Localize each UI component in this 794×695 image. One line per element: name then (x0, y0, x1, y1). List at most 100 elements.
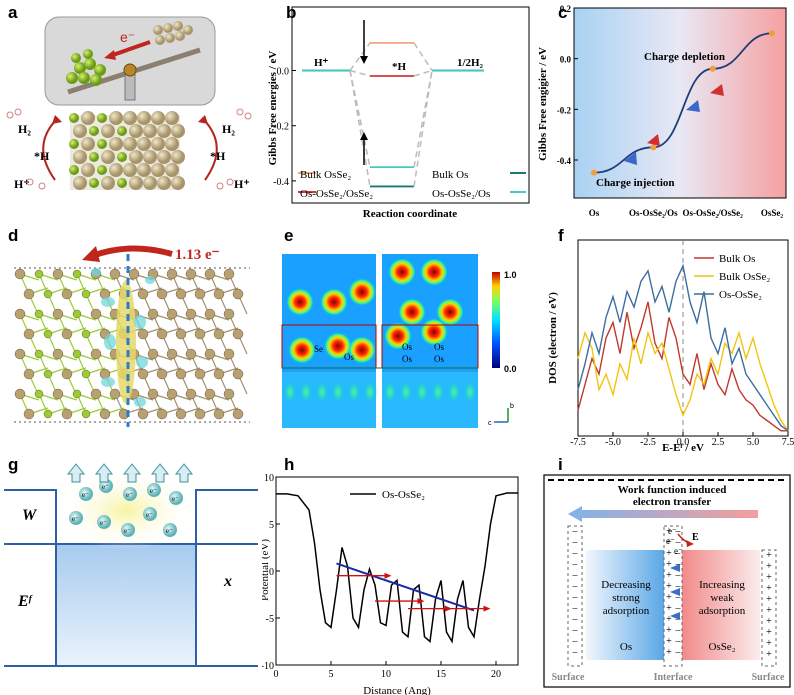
panel-label-h: h (284, 455, 295, 474)
slab-atom (89, 178, 99, 188)
charge-density-lobe (330, 378, 346, 406)
os-label: Os (620, 641, 632, 653)
positive-sign: + (766, 583, 772, 594)
panel-label-e: e (284, 226, 294, 245)
slab-atom (101, 176, 115, 190)
electron-label: e⁻ (150, 487, 157, 495)
axis-c-label: c (488, 420, 492, 427)
lattice-atom (14, 308, 26, 320)
negative-sign: – (572, 570, 579, 581)
slab-atom (89, 126, 99, 136)
lattice-atom (223, 308, 235, 320)
charge-density-peak (420, 258, 448, 286)
lattice-atom (204, 308, 216, 320)
panel-b-ytick-label: 0.0 (277, 66, 290, 77)
electron-label: e⁻ (124, 527, 131, 535)
potential-well (4, 489, 258, 667)
lattice-atom (43, 289, 53, 299)
interface-electron-3: e⁻ (674, 546, 683, 556)
panel-b-xlabel: Reaction coordinate (363, 208, 458, 220)
potential-trend-line (336, 562, 475, 612)
os-label-right-3: Os (402, 354, 412, 364)
slab-atom (109, 137, 123, 151)
panel-h-ytick-label: 5 (269, 520, 274, 531)
negative-sign: – (572, 537, 579, 548)
electron (143, 507, 157, 521)
lattice-atom (194, 368, 206, 380)
lattice-atom (81, 289, 91, 299)
electron (79, 487, 93, 501)
lattice-atom (34, 349, 44, 359)
negative-sign: – (675, 548, 682, 559)
axis-b-label: b (510, 403, 514, 410)
positive-sign: + (666, 537, 672, 548)
charge-density-lobe (382, 378, 398, 406)
lattice-atom (223, 348, 235, 360)
lattice-atom (194, 408, 206, 420)
positive-sign: + (766, 605, 772, 616)
slab-atom (165, 163, 179, 177)
negative-sign: – (675, 537, 682, 548)
slab-atom (157, 176, 171, 190)
lattice-atom (213, 368, 225, 380)
positive-sign: + (766, 572, 772, 583)
positive-sign: + (666, 570, 672, 581)
panel-b-ytick-label: -0.4 (273, 177, 289, 188)
charge-depletion-label: Charge depletion (644, 51, 725, 63)
level-connector (349, 69, 371, 77)
slab-atom (129, 176, 143, 190)
slab-atom (81, 111, 95, 125)
positive-sign: + (666, 526, 672, 537)
slab-atom (143, 176, 157, 190)
panel-f-legend: Bulk Os Bulk OsSe₂ Os-OsSe₂ (694, 253, 770, 301)
panel-label-c: c (558, 3, 568, 22)
lattice-atom (166, 268, 178, 280)
electron (69, 511, 83, 525)
panel-h-chart: Potential (eV) 0 5 10 15 20 10 5 0 -5 -10 Os-OsSe… (262, 473, 519, 695)
panel-c-xtick-label: OsSe₂ (761, 208, 784, 218)
legend-bulk-os-f: Bulk Os (719, 253, 755, 265)
os-region (586, 550, 664, 660)
electron-label: e⁻ (126, 491, 133, 499)
electron-label: e⁻ (120, 29, 135, 45)
panel-c-curve (593, 32, 773, 174)
negative-sign: – (675, 526, 682, 537)
panel-c-ytick-label: 0.2 (560, 4, 572, 14)
lattice-atom (137, 408, 149, 420)
panel-f-xtick-label: 5.0 (747, 437, 760, 448)
charge-density-peak (388, 258, 416, 286)
charge-density-peak (436, 298, 464, 326)
lattice-atom (223, 388, 235, 400)
lattice-atom (34, 309, 44, 319)
electron-label: e⁻ (100, 519, 107, 527)
positive-sign: + (666, 559, 672, 570)
level-connector (349, 42, 371, 71)
panel-h-ylabel: Potential (eV) (262, 539, 271, 601)
charge-density-lobe (446, 378, 462, 406)
slab-atom (157, 124, 171, 138)
left-text-2: strong (612, 592, 640, 604)
lattice-atom (109, 268, 121, 280)
panel-f-xtick-label: -2.5 (640, 437, 656, 448)
panel-i-diagram: Work function induced electron transfer … (543, 474, 791, 688)
emission-arrows (66, 463, 194, 483)
lattice-atom (137, 328, 149, 340)
positive-sign: + (766, 550, 772, 561)
surface-right-label: Surface (752, 672, 785, 683)
level-connector (413, 42, 433, 71)
panel-d-illustration: 1.13 e⁻ (14, 245, 250, 427)
negative-sign: – (572, 581, 579, 592)
panel-c-ytick-label: -0.4 (557, 156, 572, 166)
slab-atom (109, 111, 123, 125)
panel-c-point (709, 65, 716, 72)
panel-h-axes (275, 476, 519, 666)
work-function-label: W (22, 507, 38, 524)
level-connector (413, 69, 433, 77)
os-label-right-4: Os (434, 354, 444, 364)
lattice-atom (213, 328, 225, 340)
panel-f-chart: DOS (electron / eV) -7.5 -5.0 -2.5 0.0 2.5 5.… (547, 239, 794, 452)
charge-density-lobe (362, 378, 378, 406)
panel-i-frame (543, 474, 791, 688)
slab-atom (137, 111, 151, 125)
lattice-atom (23, 408, 35, 420)
